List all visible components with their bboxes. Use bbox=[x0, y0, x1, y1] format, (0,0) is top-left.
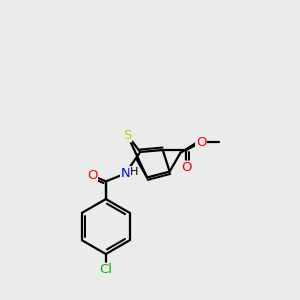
Text: O: O bbox=[181, 161, 192, 174]
Text: Cl: Cl bbox=[99, 263, 112, 276]
Text: N: N bbox=[121, 167, 130, 180]
Text: S: S bbox=[123, 129, 132, 142]
Text: O: O bbox=[87, 169, 97, 182]
Text: O: O bbox=[196, 136, 206, 148]
Text: H: H bbox=[130, 167, 139, 177]
